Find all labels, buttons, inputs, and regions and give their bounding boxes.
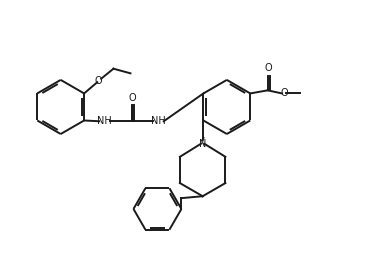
Text: O: O	[265, 63, 272, 73]
Text: O: O	[128, 93, 136, 103]
Text: O: O	[280, 88, 288, 98]
Text: NH: NH	[151, 116, 166, 126]
Text: NH: NH	[97, 116, 112, 126]
Text: N: N	[199, 139, 206, 149]
Text: O: O	[95, 76, 102, 86]
